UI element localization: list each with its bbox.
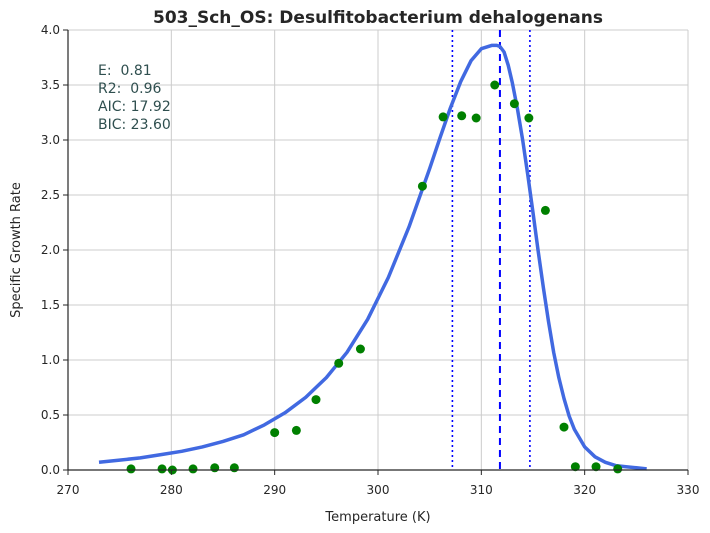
data-point bbox=[229, 463, 239, 473]
x-tick-label: 290 bbox=[263, 483, 286, 497]
y-tick-label: 4.0 bbox=[41, 23, 60, 37]
y-tick-label: 3.0 bbox=[41, 133, 60, 147]
stat-r2: R2: 0.96 bbox=[98, 81, 162, 97]
data-point bbox=[438, 112, 448, 122]
data-point bbox=[524, 113, 534, 123]
y-tick-label: 1.0 bbox=[41, 353, 60, 367]
data-point bbox=[417, 181, 427, 191]
y-tick-label: 3.5 bbox=[41, 78, 60, 92]
y-tick-label: 0.0 bbox=[41, 463, 60, 477]
x-tick-label: 280 bbox=[160, 483, 183, 497]
data-point bbox=[157, 464, 167, 474]
stat-bic: BIC: 23.60 bbox=[98, 117, 171, 133]
data-point bbox=[311, 395, 321, 405]
fitted-curve-group bbox=[98, 43, 647, 471]
data-point bbox=[570, 462, 580, 472]
data-point bbox=[471, 113, 481, 123]
stat-e: E: 0.81 bbox=[98, 63, 152, 79]
y-tick-labels: 0.0 0.5 1.0 1.5 2.0 2.5 3.0 3.5 4.0 bbox=[41, 23, 68, 477]
data-point bbox=[613, 464, 623, 474]
x-axis-label: Temperature (K) bbox=[324, 510, 430, 525]
y-axis-label: Specific Growth Rate bbox=[9, 182, 24, 318]
data-point bbox=[490, 80, 500, 90]
x-tick-label: 300 bbox=[367, 483, 390, 497]
data-point bbox=[126, 464, 136, 474]
data-point bbox=[457, 111, 467, 121]
y-tick-label: 1.5 bbox=[41, 298, 60, 312]
x-tick-label: 320 bbox=[573, 483, 596, 497]
data-point bbox=[188, 464, 198, 474]
data-point bbox=[559, 422, 569, 432]
stat-aic: AIC: 17.92 bbox=[98, 99, 171, 115]
reference-lines bbox=[451, 30, 531, 470]
y-tick-label: 2.0 bbox=[41, 243, 60, 257]
x-tick-label: 310 bbox=[470, 483, 493, 497]
fit-statistics: E: 0.81 R2: 0.96 AIC: 17.92 BIC: 23.60 bbox=[98, 63, 171, 133]
x-tick-label: 270 bbox=[57, 483, 80, 497]
data-point bbox=[334, 358, 344, 368]
data-point bbox=[270, 428, 280, 438]
x-tick-label: 330 bbox=[677, 483, 700, 497]
y-tick-label: 2.5 bbox=[41, 188, 60, 202]
data-point bbox=[540, 205, 550, 215]
y-tick-label: 0.5 bbox=[41, 408, 60, 422]
data-point bbox=[210, 463, 220, 473]
data-points bbox=[126, 80, 623, 475]
x-tick-labels: 270 280 290 300 310 320 330 bbox=[57, 470, 700, 497]
data-point bbox=[355, 344, 365, 354]
data-point bbox=[291, 425, 301, 435]
data-point bbox=[591, 462, 601, 472]
chart-title: 503_Sch_OS: Desulfitobacterium dehalogen… bbox=[153, 8, 603, 28]
y-gridlines bbox=[68, 29, 688, 471]
data-point bbox=[509, 99, 519, 109]
fitted-curve bbox=[98, 43, 647, 471]
